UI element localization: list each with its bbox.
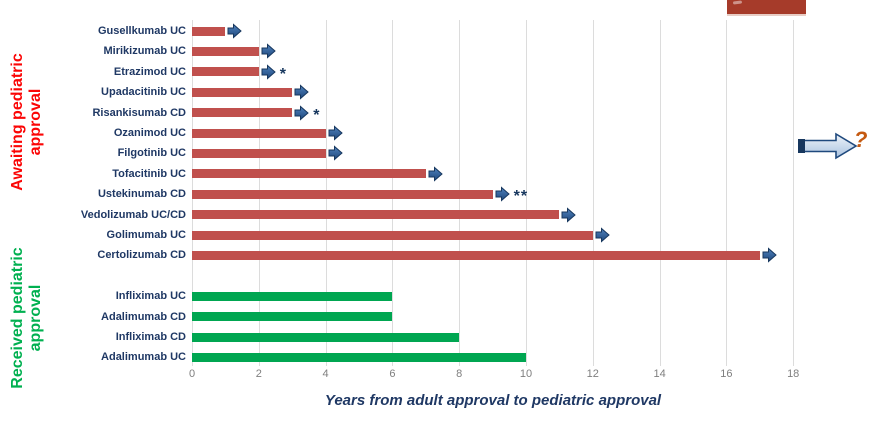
significance-note: * <box>313 106 321 124</box>
pending-arrow-icon <box>762 247 777 268</box>
x-axis-title: Years from adult approval to pediatric a… <box>324 392 662 409</box>
x-tick-label-0: 0 <box>188 368 196 380</box>
drug-label: Vedolizumab UC/CD <box>80 208 186 221</box>
drug-label: Upadacitinib UC <box>101 86 186 99</box>
pending-arrow-icon <box>261 43 276 64</box>
group-label-awaiting-pediatric-approval: Awaiting pediatric approval <box>9 53 44 191</box>
x-tick-label-8: 8 <box>456 368 463 380</box>
gridline-x-12 <box>592 20 594 366</box>
future-question-mark: ? <box>854 127 868 152</box>
x-tick-label-12: 12 <box>586 368 599 380</box>
x-tick-label-10: 10 <box>519 368 533 380</box>
cropped-red-callout-box <box>727 0 806 16</box>
drug-bar <box>192 26 226 36</box>
drug-label: Mirikizumab UC <box>103 45 186 58</box>
drug-bar <box>192 250 760 260</box>
future-approval-indicator: ? <box>796 127 870 163</box>
gridline-x-16 <box>726 20 728 366</box>
drug-label: Risankisumab CD <box>92 106 186 119</box>
drug-label: Infliximab CD <box>115 331 186 343</box>
arrow-tail-block <box>798 139 805 153</box>
drug-bar <box>192 67 259 77</box>
x-tick-label-18: 18 <box>787 368 800 380</box>
drug-bar <box>192 169 426 179</box>
pending-arrow-icon <box>328 125 343 146</box>
pending-arrow-icon <box>294 104 309 126</box>
pending-arrow-icon <box>328 145 343 166</box>
pending-arrow-icon <box>261 64 276 85</box>
big-right-arrow-icon <box>798 132 858 160</box>
drug-bar <box>192 352 526 362</box>
x-tick-label-4: 4 <box>322 368 329 380</box>
drug-label: Ustekinumab CD <box>97 188 186 201</box>
pending-arrow-icon <box>595 227 610 248</box>
gridline-x-14 <box>659 20 661 366</box>
drug-label: Adalimumab CD <box>101 310 186 323</box>
drug-label: Adalimumab UC <box>101 351 186 364</box>
x-tick-label-6: 6 <box>389 368 396 380</box>
drug-label: Infliximab UC <box>115 290 186 303</box>
drug-bar <box>192 312 393 322</box>
drug-bar <box>192 108 293 118</box>
pending-arrow-icon <box>561 206 577 228</box>
callout-box-highlight-mark <box>732 0 743 5</box>
drug-label: Filgotinib UC <box>117 147 186 160</box>
drug-label: Ozanimod UC <box>113 127 186 139</box>
drug-label: Tofacitinib UC <box>112 167 186 180</box>
drug-bar <box>192 210 560 220</box>
drug-bar <box>192 128 326 138</box>
drug-label: Golimumab UC <box>106 229 186 241</box>
drug-bar <box>192 87 293 97</box>
drug-bar <box>192 230 593 240</box>
pending-arrow-icon <box>428 166 443 187</box>
drug-bar <box>192 189 493 199</box>
pending-arrow-icon <box>495 186 510 207</box>
pending-arrow-icon <box>227 23 243 44</box>
x-tick-label-2: 2 <box>255 368 262 380</box>
group-label-received-pediatric-approval: Received pediatric approval <box>9 247 44 389</box>
x-tick-label-16: 16 <box>720 368 733 380</box>
drug-bar <box>192 291 393 301</box>
significance-note: ** <box>513 188 529 206</box>
drug-label: Certolizumab CD <box>97 249 186 262</box>
gridline-x-10 <box>526 20 527 366</box>
gridline-x-18 <box>793 20 795 366</box>
significance-note: * <box>279 65 288 83</box>
x-tick-label-14: 14 <box>653 368 666 380</box>
pending-arrow-icon <box>294 84 309 105</box>
drug-label: Gusellkumab UC <box>97 25 186 37</box>
drug-bar <box>192 46 259 56</box>
drug-bar <box>192 148 326 158</box>
drug-bar <box>192 332 460 342</box>
drug-label: Etrazimod UC <box>113 65 186 78</box>
